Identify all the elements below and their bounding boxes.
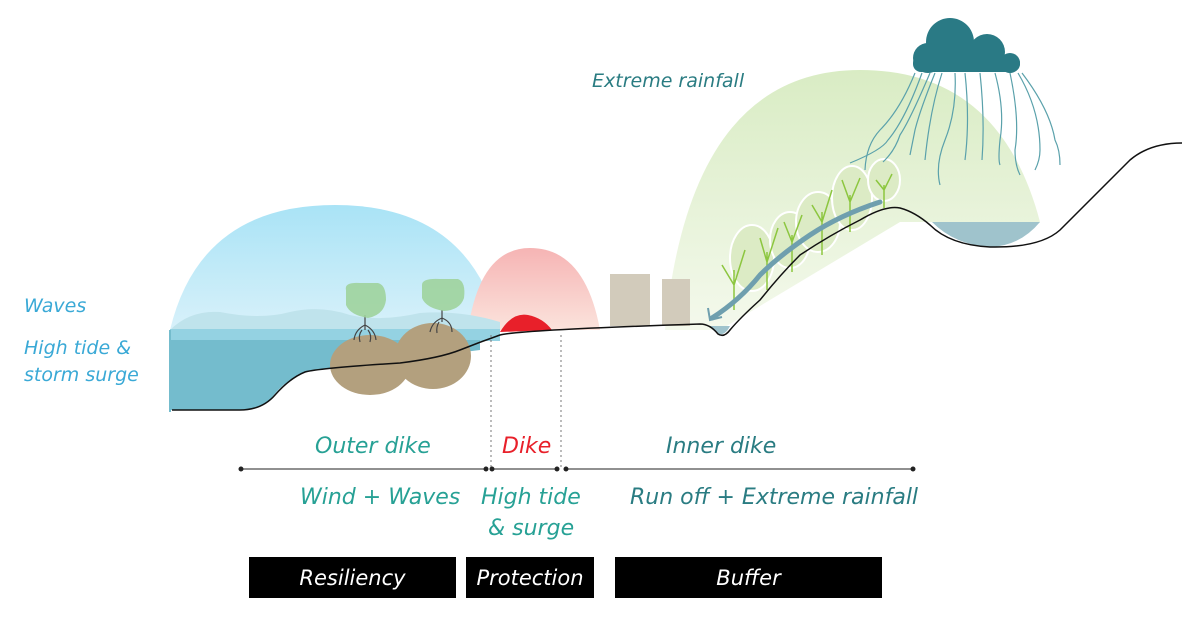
zone-name-outer-dike: Outer dike [315, 434, 431, 459]
mangrove-tree [353, 310, 453, 343]
building [662, 279, 690, 326]
high-tide-label: High tide & [24, 337, 132, 359]
zone-lines [238, 466, 916, 472]
ditch-water [708, 326, 730, 335]
rain-streams [849, 72, 1061, 186]
waves-dome [170, 205, 500, 330]
zone-cause-inner: Run off + Extreme rainfall [630, 485, 919, 510]
waves-label: Waves [24, 295, 87, 317]
runoff-arrow-head [707, 307, 723, 322]
mangrove-mound [395, 323, 471, 389]
building [610, 274, 650, 326]
mangrove-canopy [345, 282, 386, 318]
storm-surge-label: storm surge [24, 364, 139, 386]
retention-pond [932, 222, 1040, 247]
surge-dome [468, 248, 600, 330]
zone-cause-outer: Wind + Waves [300, 485, 461, 510]
ground-profile [172, 142, 1183, 411]
runoff-arrow [709, 199, 883, 321]
cloud-icon [913, 18, 1020, 73]
strategy-protection: Protection [466, 557, 594, 598]
mangrove-canopy [422, 278, 465, 311]
dike-mound [500, 314, 552, 332]
zone-name-inner-dike: Inner dike [666, 434, 777, 459]
extreme-rainfall-label: Extreme rainfall [592, 70, 745, 92]
strategy-resiliency: Resiliency [249, 557, 456, 598]
zone-cause-dike-1: High tide [481, 485, 581, 510]
strategy-buffer: Buffer [615, 557, 882, 598]
zone-cause-dike-2: & surge [488, 516, 575, 541]
zone-name-dike: Dike [502, 434, 552, 459]
